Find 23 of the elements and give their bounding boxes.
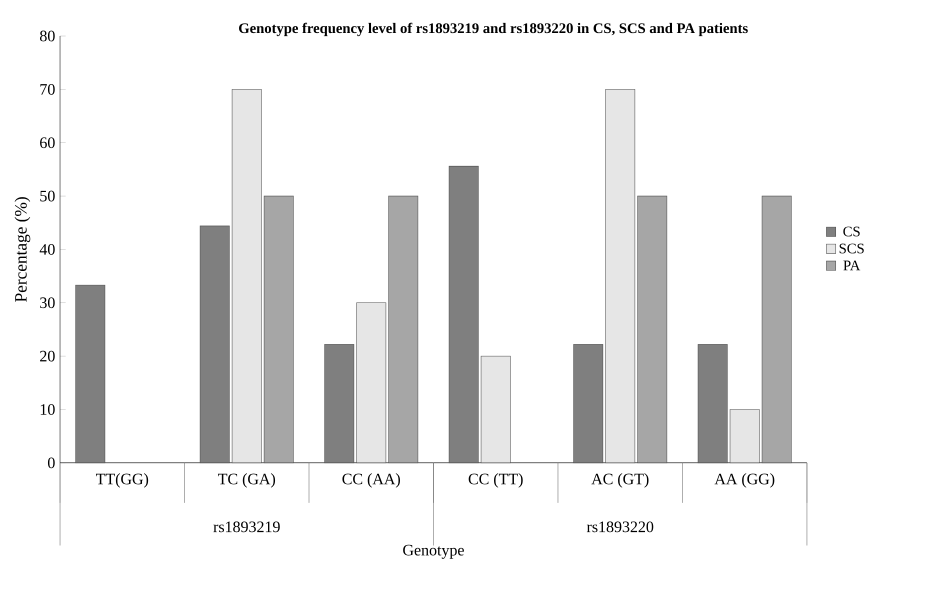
chart-title: Genotype frequency level of rs1893219 and rs1893220 in CS, SCS and PA patients	[239, 22, 748, 36]
x-tick-label: AC (GT)	[591, 473, 649, 488]
y-tick-label: 20	[40, 350, 55, 362]
legend-label: PA	[843, 260, 860, 270]
x-tick-label: CC (TT)	[468, 473, 523, 488]
y-tick-label: 50	[40, 190, 55, 202]
x-tick-label: AA (GG)	[714, 473, 774, 488]
x-axis-title: Genotype	[403, 545, 464, 560]
y-tick-label: 70	[40, 84, 55, 95]
y-tick-label: 0	[48, 458, 55, 468]
y-axis-title: Percentage (%)	[14, 197, 30, 302]
x-tick-label: CC (AA)	[342, 473, 400, 488]
text: rs1893220	[586, 522, 654, 532]
y-tick-label: 60	[40, 138, 55, 148]
legend-label: CS	[843, 226, 860, 237]
x-tick-label: TT(GG)	[96, 473, 148, 488]
legend-label: SCS	[840, 244, 864, 254]
y-tick-label: 80	[40, 30, 55, 42]
text: rs1893219	[213, 522, 280, 532]
y-tick-label: 30	[40, 298, 55, 308]
y-tick-label: 10	[40, 404, 55, 416]
x-tick-label: TC (GA)	[218, 473, 276, 488]
y-tick-label: 40	[40, 244, 55, 256]
